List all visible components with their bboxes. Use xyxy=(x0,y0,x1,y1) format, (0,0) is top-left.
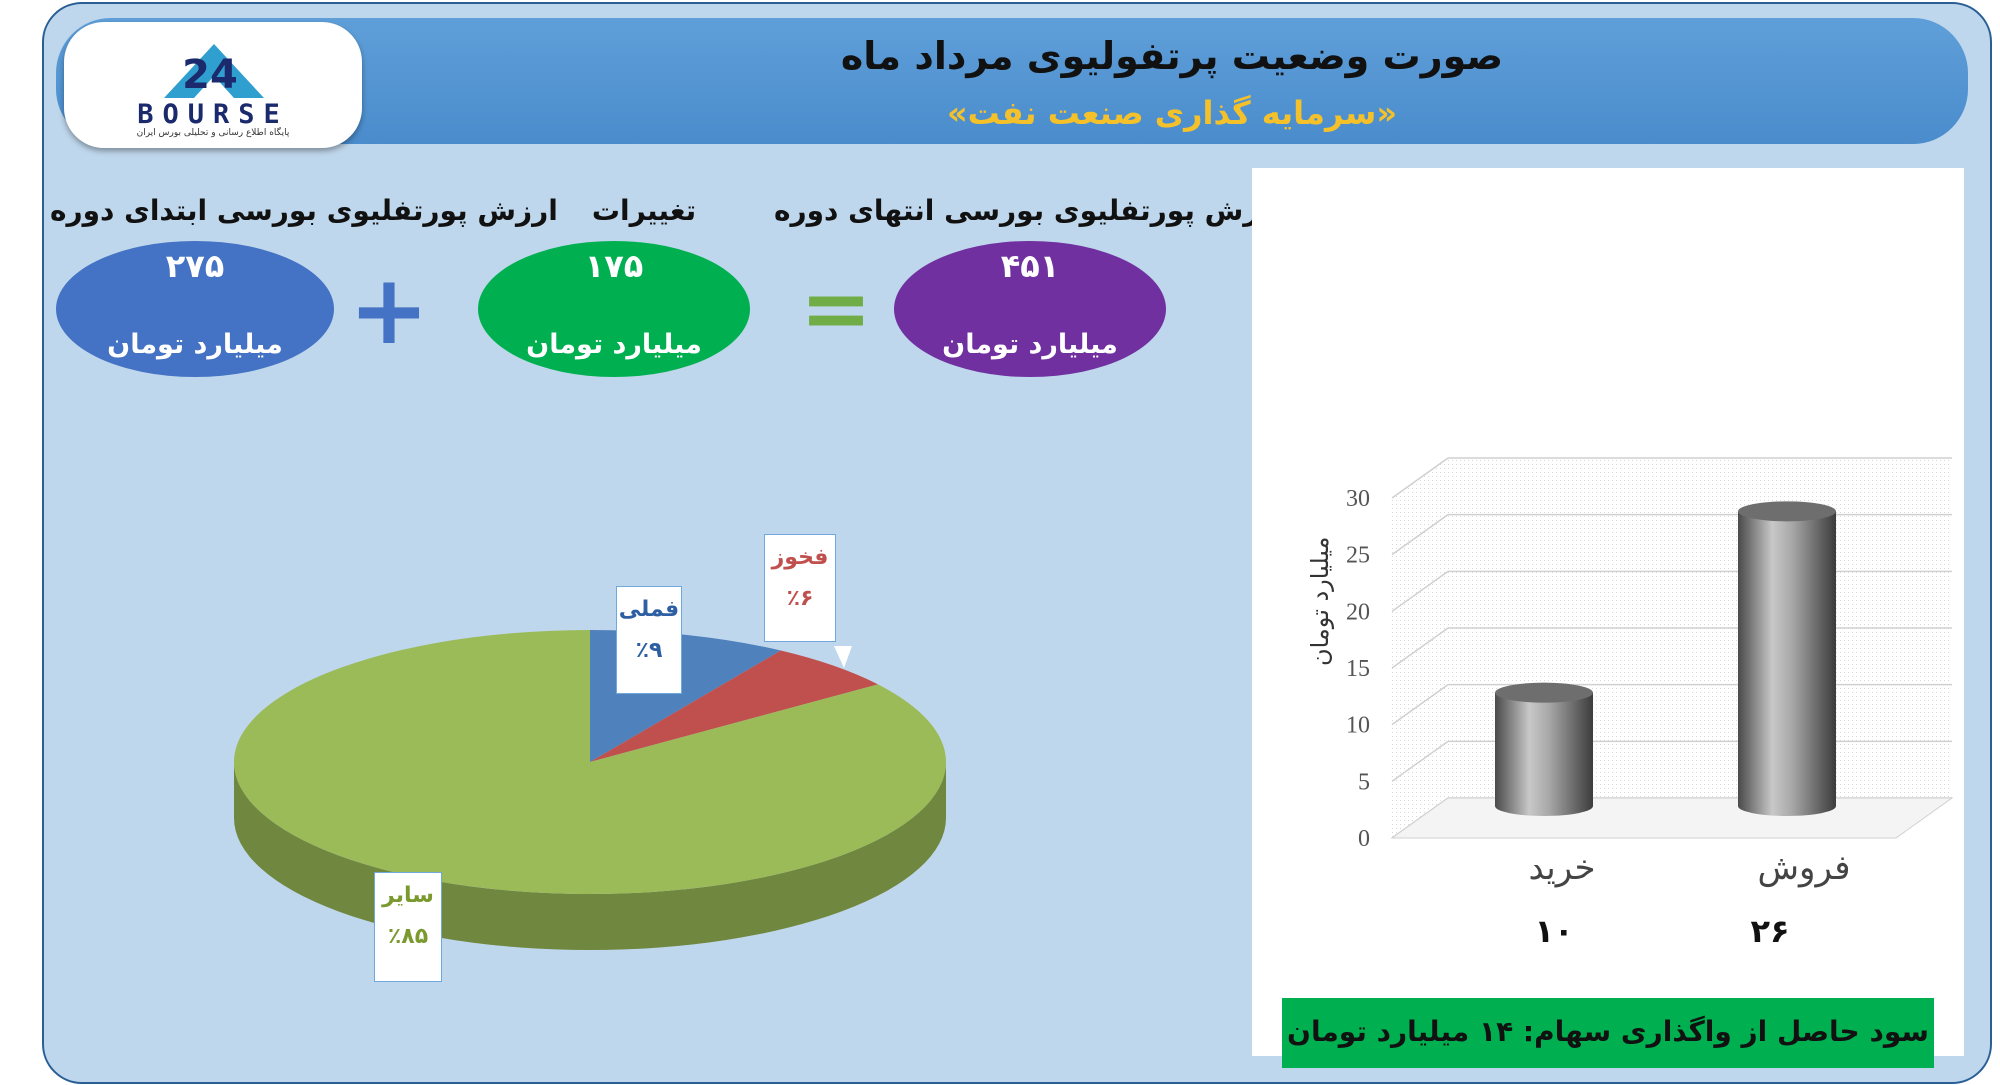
page-subtitle: «سرمایه گذاری صنعت نفت» xyxy=(946,94,1398,132)
change-value-number: ۱۷۵ xyxy=(584,247,644,285)
bar-gridline-diag xyxy=(1391,514,1449,556)
bar-0 xyxy=(1495,682,1593,816)
end-value-badge: ۴۵۱ میلیارد تومان xyxy=(894,241,1166,377)
bar-value-kharid: ۱۰ xyxy=(1534,912,1574,950)
start-value-number: ۲۷۵ xyxy=(165,247,225,285)
start-value-label: ارزش پورتفلیوی بورسی ابتدای دوره xyxy=(50,194,558,227)
bar-category-foroosh: فروش xyxy=(1757,848,1851,888)
end-value-unit: میلیارد تومان xyxy=(942,329,1118,360)
bar-y-tick: 30 xyxy=(1346,486,1370,512)
bourse24-logo: 24 BOURSE پایگاه اطلاع رسانی و تحلیلی بو… xyxy=(64,22,362,148)
bar-category-kharid: خرید xyxy=(1528,848,1596,888)
bar-value-foroosh: ۲۶ xyxy=(1750,912,1790,950)
pie-callout-pointer xyxy=(834,646,852,668)
bar-gridline-diag xyxy=(1391,627,1449,669)
bar-y-tick: 0 xyxy=(1358,826,1370,852)
end-value-number: ۴۵۱ xyxy=(1000,247,1060,285)
start-value-unit: میلیارد تومان xyxy=(107,329,283,360)
bar-y-tick: 25 xyxy=(1346,543,1370,569)
start-value-badge: ۲۷۵ میلیارد تومان xyxy=(56,241,334,377)
bar-chart-panel: 0 5 10 15 20 25 30 میلیارد تومان خرید فروش ۱۰ … xyxy=(1252,168,1964,1068)
bar-y-tick: 10 xyxy=(1346,713,1370,739)
logo-wordmark: BOURSE xyxy=(137,99,289,130)
bar-1 xyxy=(1738,501,1836,816)
equals-sign: = xyxy=(799,259,873,359)
bar-y-tick: 5 xyxy=(1358,769,1370,795)
bar-gridline-diag xyxy=(1391,457,1449,499)
pie-callout-fakhooz: فخوز ٪۶ xyxy=(764,534,836,642)
logo-mark-icon: 24 xyxy=(164,44,264,98)
header-banner: صورت وضعیت پرتفولیوی مرداد ماه «سرمایه گ… xyxy=(56,18,1968,144)
pie-slice-1 xyxy=(590,650,879,762)
pie-chart xyxy=(234,630,947,950)
pie-label-fameli: فملی xyxy=(618,597,680,622)
pie-label-fakhooz: فخوز xyxy=(771,545,829,570)
profit-banner: سود حاصل از واگذاری سهام: ۱۴ میلیارد توم… xyxy=(1282,998,1934,1068)
page-title: صورت وضعیت پرتفولیوی مرداد ماه xyxy=(840,34,1504,78)
pie-slice-2 xyxy=(234,630,947,895)
pie-label-sayer: سایر xyxy=(382,883,434,908)
bar-y-tick: 20 xyxy=(1346,599,1370,625)
pie-callout-sayer: سایر ٪۸۵ xyxy=(374,872,442,982)
logo-number: 24 xyxy=(182,52,238,98)
pie-callout-fameli: فملی ٪۹ xyxy=(616,586,682,694)
logo-caption: پایگاه اطلاع رسانی و تحلیلی بورس ایران xyxy=(136,128,290,138)
bar-y-tick: 15 xyxy=(1346,656,1370,682)
pie-percent-fakhooz: ٪۶ xyxy=(786,586,814,611)
change-value-badge: ۱۷۵ میلیارد تومان xyxy=(478,241,750,377)
bar-gridline-diag xyxy=(1391,740,1449,782)
pie-percent-fameli: ٪۹ xyxy=(635,638,663,663)
bar-y-axis-label: میلیارد تومان xyxy=(1306,536,1334,666)
plus-sign: + xyxy=(348,254,430,366)
bar-floor xyxy=(1390,797,1954,839)
pie-percent-sayer: ٪۸۵ xyxy=(387,924,429,949)
change-value-unit: میلیارد تومان xyxy=(526,329,702,360)
bar-gridline-diag xyxy=(1391,570,1449,612)
bar-gridline-diag xyxy=(1391,684,1449,726)
change-label: تغییرات xyxy=(591,194,697,227)
bar-chart: 0 5 10 15 20 25 30 xyxy=(1346,457,1954,852)
dashboard-frame: صورت وضعیت پرتفولیوی مرداد ماه «سرمایه گ… xyxy=(42,2,1992,1084)
end-value-label: ارزش پورتفلیوی بورسی انتهای دوره xyxy=(774,194,1286,227)
